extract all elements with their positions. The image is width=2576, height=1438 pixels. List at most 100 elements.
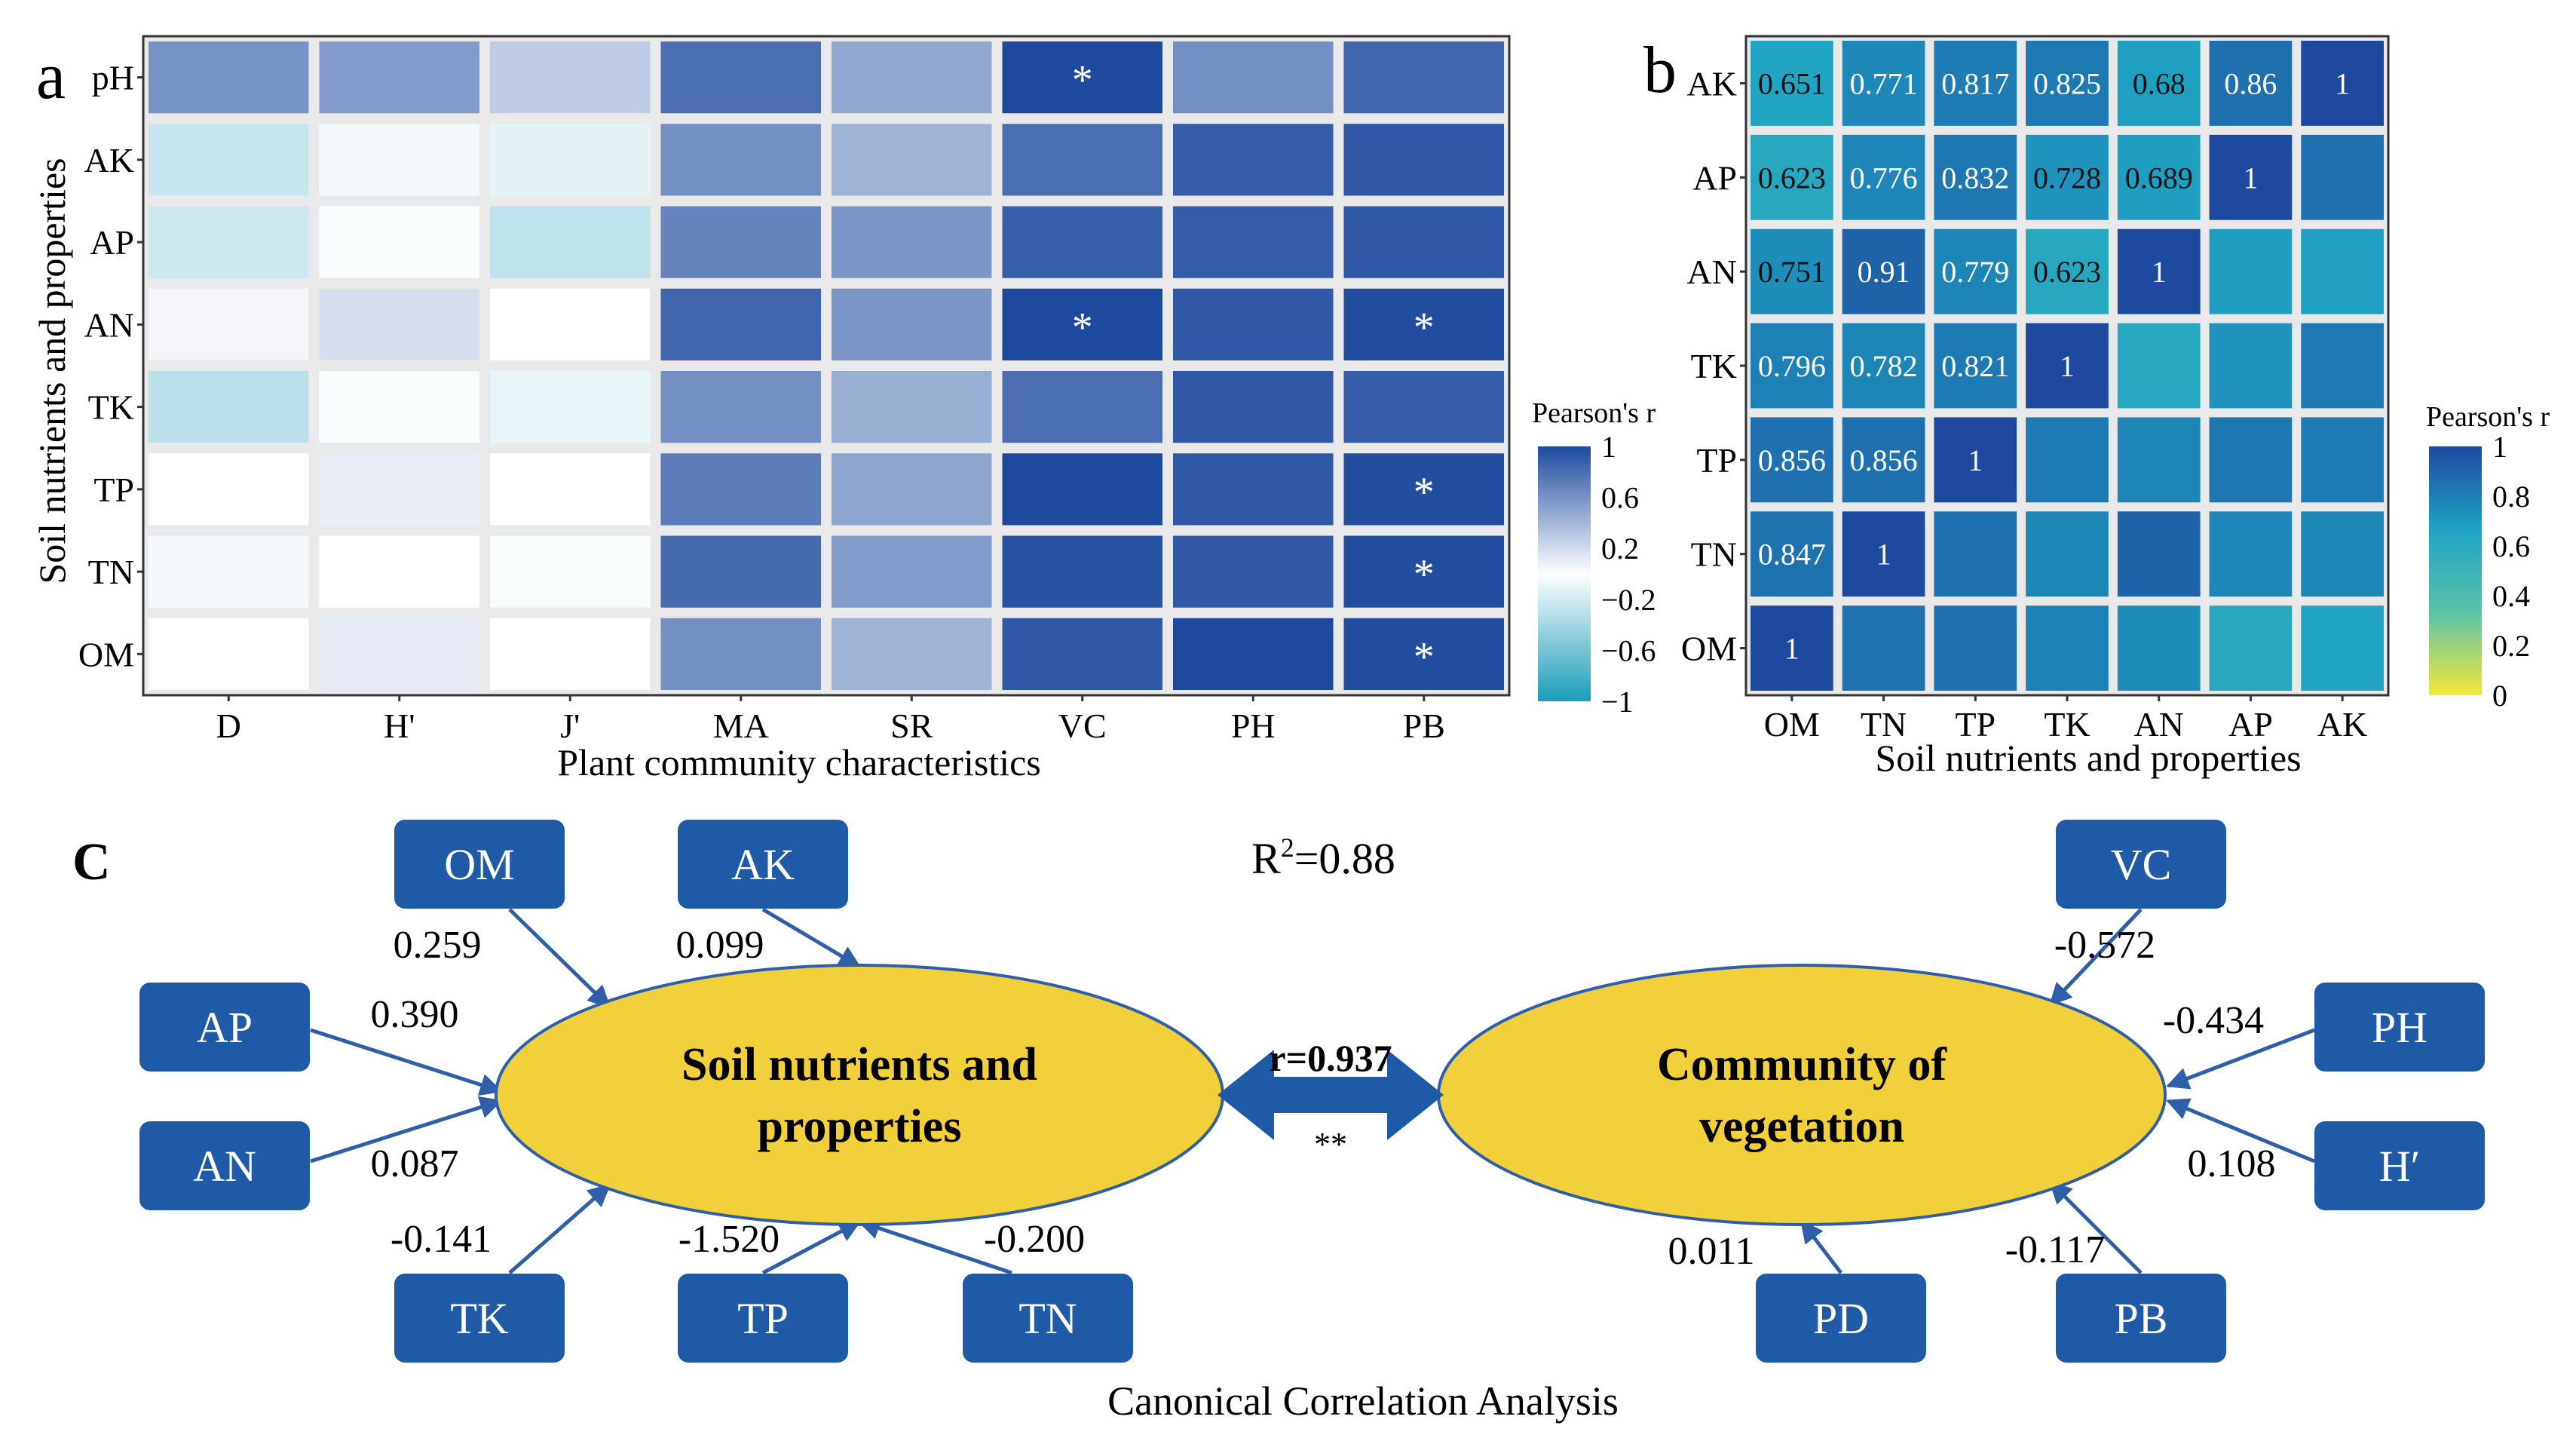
heatmap-a-cell [1002,288,1162,360]
heatmap-a-cell [1173,371,1334,443]
heatmap-a-column-label: PB [1403,707,1445,745]
soil-indicator-box [678,1274,848,1363]
heatmap-a-cell [660,41,821,114]
heatmap-b-value-label: 0.751 [1758,255,1826,289]
vegetation-indicator-name: PB [2115,1294,2168,1343]
vegetation-indicator-box [1756,1274,1926,1363]
heatmap-b-value-label: 0.856 [1850,443,1918,477]
correlation-label: r=0.937 [1269,1037,1392,1079]
heatmap-a-row-label: TK [88,388,134,427]
heatmap-a-cell [319,288,479,360]
heatmap-a-column-label: MA [713,707,769,745]
heatmap-a-cell [832,453,992,526]
heatmap-b-value-label: 0.728 [2033,161,2101,195]
heatmap-a-significance: * [1072,57,1093,104]
heatmap-b-cell [1934,228,2017,314]
panel-c-label: C [72,833,111,891]
heatmap-a-cell [490,41,651,114]
vegetation-indicator-arrow [1800,1219,1842,1274]
heatmap-b-column-label: TN [1861,705,1907,744]
heatmap-a-row-label: TP [93,471,134,509]
heatmap-b-value-label: 0.832 [1941,161,2009,195]
heatmap-a-cell [149,618,309,690]
heatmap-b-cell [1934,511,2017,597]
soil-indicator-name: AN [193,1142,256,1191]
vegetation-indicator-name: PH [2372,1003,2427,1052]
heatmap-b-cell [1934,134,2017,220]
soil-indicator-coefficient: -0.200 [984,1218,1085,1261]
heatmap-a-cell [490,453,651,526]
heatmap-b-cell [2026,323,2109,409]
heatmap-b-cell [1842,417,1925,503]
panel-b-colorbar-title: Pearson's r [2426,401,2550,433]
heatmap-b-value-label: 0.856 [1758,443,1826,477]
heatmap-b-cell [2026,228,2109,314]
heatmap-a-cell [149,288,309,360]
vegetation-indicator-coefficient: 0.108 [2188,1142,2276,1185]
soil-indicator-name: TP [737,1294,789,1343]
panel-b-colorbar-ticks: 1 0.8 0.6 0.4 0.2 0 [2492,430,2530,713]
soil-indicator-name: TN [1018,1294,1077,1343]
heatmap-a-cell [1002,618,1162,690]
panel-c: C R2=0.88 Soil nutrients and properties … [72,820,2485,1424]
soil-indicator-name: AK [731,840,795,889]
heatmap-b-cell [2026,134,2109,220]
heatmap-b-cell [2301,134,2384,220]
heatmap-a-cell [660,535,821,608]
heatmap-b-column-label: AK [2317,705,2367,744]
heatmap-b-cell [1842,606,1925,691]
heatmap-b-row-label: OM [1681,630,1737,668]
vegetation-indicator-coefficient: -0.572 [2054,924,2155,967]
correlation-significance: ** [1314,1126,1347,1163]
panel-a-ylabel: Soil nutrients and properties [31,158,73,584]
heatmap-b-value-label: 0.817 [1941,66,2009,100]
heatmap-b-row-label: AN [1687,253,1737,291]
colorbar-a-tick-label: 0.6 [1601,481,1639,515]
heatmap-a-column-label: VC [1058,707,1107,745]
heatmap-b-value-label: 0.779 [1941,255,2009,289]
heatmap-b-value-label: 0.771 [1850,66,1918,100]
heatmap-b-cell [2117,323,2201,409]
heatmap-a-significance: * [1414,469,1435,516]
heatmap-b-row-label: TN [1691,535,1737,574]
soil-indicator-coefficient: 0.390 [371,993,459,1036]
heatmap-b-value-label: 1 [1784,632,1800,666]
heatmap-b-cell [2301,511,2384,597]
heatmap-b-column-label: OM [1764,705,1820,744]
vegetation-latent-ellipse [1437,964,2167,1226]
heatmap-a-cell [490,124,651,196]
soil-indicator-coefficient: -0.141 [391,1218,492,1261]
heatmap-a-cell [1173,124,1334,196]
heatmap-b-row-label: TP [1696,441,1737,480]
heatmap-b-row-label: AK [1687,64,1737,103]
heatmap-b-cell [2026,606,2109,691]
soil-latent-label-line1: Soil nutrients and [682,1039,1037,1090]
panel-b-row-labels: AK AP AN TK TP TN OM [1681,64,1746,668]
heatmap-b-value-label: 1 [2060,349,2075,383]
heatmap-a-cell [319,535,479,608]
heatmap-a-cell [660,288,821,360]
heatmap-b-cell [2209,417,2293,503]
heatmap-a-cell [832,206,992,278]
vegetation-indicator-coefficient: -0.117 [2005,1228,2105,1271]
heatmap-b-column-label: AN [2133,705,2183,744]
heatmap-b-value-label: 0.623 [1758,161,1826,195]
r-squared-label: R2=0.88 [1251,832,1395,883]
soil-indicator-arrow [310,1028,503,1096]
vegetation-indicator-name: VC [2111,840,2172,889]
heatmap-a-column-label: D [216,707,241,745]
heatmap-a-cell [660,206,821,278]
heatmap-b-value-label: 0.68 [2133,66,2185,100]
heatmap-a-significance: * [1414,551,1435,598]
colorbar-b-tick-label: 1 [2492,430,2507,464]
colorbar-b-tick-label: 0.6 [2492,529,2530,563]
heatmap-a-cell [1173,288,1334,360]
heatmap-a-cell [832,535,992,608]
heatmap-a-significance: * [1414,304,1435,351]
heatmap-b-cell [2026,41,2109,126]
panel-a-colorbar-title: Pearson's r [1532,397,1656,429]
heatmap-b-cell [2026,417,2109,503]
heatmap-a-row-label: OM [78,635,134,673]
heatmap-a-cell [1343,206,1504,278]
